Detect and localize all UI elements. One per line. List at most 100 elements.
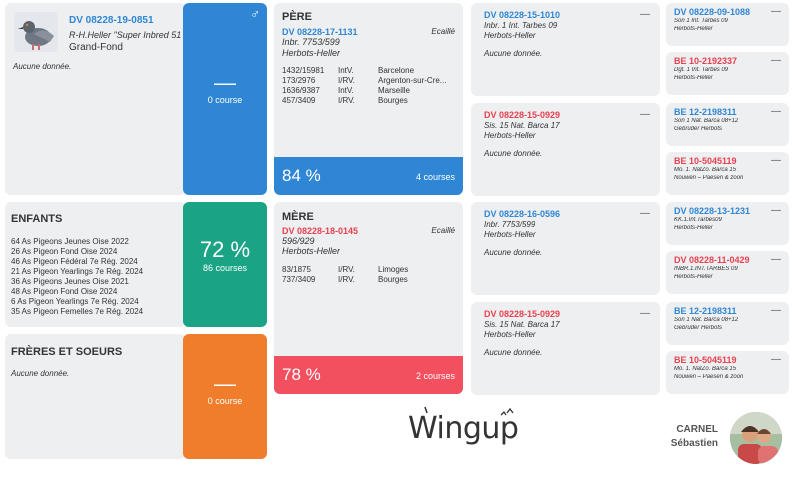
grandparent-line: Inbr. 7753/599 <box>484 220 536 229</box>
great-grandparent-owner: Herbots-Heller <box>674 225 713 231</box>
collapse-dash-icon[interactable]: — <box>640 109 650 120</box>
grandparent-card[interactable]: DV 08228-15-0929 — Sis. 15 Nat. Barca 17… <box>471 302 660 395</box>
grandparent-card[interactable]: DV 08228-16-0596 — Inbr. 7753/599 Herbot… <box>471 202 660 295</box>
collapse-dash-icon[interactable]: — <box>640 308 650 319</box>
great-grandparent-ring: BE 10-5045119 <box>674 355 737 365</box>
children-stat-box[interactable]: 72 % 86 courses <box>183 202 267 327</box>
grandparent-ring: DV 08228-15-0929 <box>484 110 561 120</box>
grandparent-no-data: Aucune donnée. <box>484 49 543 58</box>
collapse-dash-icon[interactable]: — <box>771 155 781 166</box>
children-stat-label: 86 courses <box>202 263 248 273</box>
race-row: 737/3409 I/RV. Bourges <box>282 275 408 284</box>
grandparent-no-data: Aucune donnée. <box>484 348 543 357</box>
great-grandparent-card[interactable]: BE 12-2198311 — Son 1 Nat. Barca 08+12 G… <box>666 302 789 345</box>
grandparent-owner: Herbots-Heller <box>484 131 536 140</box>
subject-stat-box[interactable]: ♂ — 0 course <box>183 3 267 195</box>
wingup-logo: Wingup <box>405 405 525 460</box>
collapse-dash-icon[interactable]: — <box>640 9 650 20</box>
father-line: Inbr. 7753/599 <box>282 37 340 47</box>
father-title: PÈRE <box>282 11 312 23</box>
mother-percentage: 78 % <box>282 365 321 384</box>
subject-no-data: Aucune donnée. <box>13 62 72 71</box>
list-item: 21 As Pigeon Yearlings 7e Rég. 2024 <box>11 267 144 276</box>
list-item: 26 As Pigeon Fond Oise 2024 <box>11 247 118 256</box>
collapse-dash-icon[interactable]: — <box>771 55 781 66</box>
father-card[interactable]: PÈRE DV 08228-17-1131 Ecaillé Inbr. 7753… <box>274 3 463 195</box>
children-card[interactable]: ENFANTS 64 As Pigeons Jeunes Oise 2022 2… <box>5 202 186 327</box>
mother-card[interactable]: MÈRE DV 08228-18-0145 Ecaillé 596/929 He… <box>274 202 463 394</box>
siblings-stat-label: 0 course <box>207 396 243 406</box>
collapse-dash-icon[interactable]: — <box>640 208 650 219</box>
race-row: 1636/9387 IntV. Marseille <box>282 86 411 95</box>
mother-title: MÈRE <box>282 211 314 223</box>
avatar[interactable] <box>730 412 782 464</box>
great-grandparent-ring: BE 12-2198311 <box>674 306 737 316</box>
grandparent-ring: DV 08228-15-0929 <box>484 309 561 319</box>
children-list: 64 As Pigeons Jeunes Oise 2022 26 As Pig… <box>11 237 143 317</box>
siblings-card[interactable]: FRÈRES ET SOEURS Aucune donnée. <box>5 334 186 459</box>
user-name[interactable]: CARNEL Sébastien <box>650 424 718 449</box>
great-grandparent-line: Mo. 1. NatZo. Barca 15 <box>674 167 737 173</box>
great-grandparent-card[interactable]: BE 10-5045119 — Mo. 1. NatZo. Barca 15 N… <box>666 152 789 195</box>
grandparent-card[interactable]: DV 08228-15-0929 — Sis. 15 Nat. Barca 17… <box>471 103 660 196</box>
great-grandparent-line: Son 1 Nat. Barca 08+12 <box>674 118 739 124</box>
great-grandparent-owner: Herbots-Heller <box>674 75 713 81</box>
great-grandparent-ring: BE 12-2198311 <box>674 107 737 117</box>
siblings-stat-box[interactable]: — 0 course <box>183 334 267 459</box>
collapse-dash-icon[interactable]: — <box>771 354 781 365</box>
great-grandparent-card[interactable]: DV 08228-11-0429 — INBR.1.INT.TARBES 09 … <box>666 251 789 294</box>
father-race-count: 4 courses <box>415 172 455 182</box>
list-item: 36 As Pigeons Jeunes Oise 2021 <box>11 277 129 286</box>
grandparent-card[interactable]: DV 08228-15-1010 — Inbr. 1 Int. Tarbes 0… <box>471 3 660 96</box>
great-grandparent-line: Dgt. 1 Int. Tarbes 09 <box>674 67 729 73</box>
great-grandparent-line: INBR.1.INT.TARBES 09 <box>674 266 738 272</box>
list-item: 6 As Pigeon Yearlings 7e Rég. 2024 <box>11 297 139 306</box>
collapse-dash-icon[interactable]: — <box>771 254 781 265</box>
father-stat-band: 84 % 4 courses <box>274 157 463 195</box>
children-stat-value: 72 % <box>199 237 251 262</box>
race-row: 457/3409 I/RV. Bourges <box>282 96 408 105</box>
great-grandparent-line: Son 1 Int. Tarbes 09 <box>674 18 728 24</box>
great-grandparent-card[interactable]: BE 10-5045119 — Mo. 1. NatZo. Barca 15 N… <box>666 351 789 394</box>
user-last-name: Sébastien <box>670 438 718 449</box>
collapse-dash-icon[interactable]: — <box>771 6 781 17</box>
subject-stat-value: — <box>214 70 236 95</box>
mother-stat-band: 78 % 2 courses <box>274 356 463 394</box>
collapse-dash-icon[interactable]: — <box>771 305 781 316</box>
grandparent-no-data: Aucune donnée. <box>484 248 543 257</box>
grandparent-no-data: Aucune donnée. <box>484 149 543 158</box>
great-grandparent-owner: Nouwen – Paesen & zoon <box>674 374 744 380</box>
great-grandparent-line: KK.1.Int.Tarbes09 <box>674 217 722 223</box>
great-grandparent-card[interactable]: DV 08228-09-1088 — Son 1 Int. Tarbes 09 … <box>666 3 789 46</box>
father-color: Ecaillé <box>431 27 455 36</box>
race-row: 83/1875 I/RV. Limoges <box>282 265 409 274</box>
mother-race-count: 2 courses <box>415 371 455 381</box>
mother-color: Ecaillé <box>431 226 455 235</box>
mother-race-list: 83/1875 I/RV. Limoges 737/3409 I/RV. Bourges <box>282 265 458 285</box>
subject-ring: DV 08228-19-0851 <box>69 15 154 26</box>
pigeon-photo <box>14 12 58 52</box>
grandparent-line: Sis. 15 Nat. Barca 17 <box>484 121 560 130</box>
collapse-dash-icon[interactable]: — <box>771 205 781 216</box>
subject-card[interactable]: DV 08228-19-0851 R-H.Heller "Super Inbre… <box>5 3 186 195</box>
grandparent-ring: DV 08228-16-0596 <box>484 209 561 219</box>
great-grandparent-owner: Herbots-Heller <box>674 274 713 280</box>
male-icon: ♂ <box>250 6 260 21</box>
great-grandparent-owner: Herbots-Heller <box>674 26 713 32</box>
list-item: 35 As Pigeon Femelles 7e Rég. 2024 <box>11 307 144 316</box>
great-grandparent-owner: Gebrüder Herbots <box>674 126 723 132</box>
list-item: 64 As Pigeons Jeunes Oise 2022 <box>11 237 129 246</box>
great-grandparent-card[interactable]: BE 10-2192337 — Dgt. 1 Int. Tarbes 09 He… <box>666 52 789 95</box>
great-grandparent-owner: Gebrüder Herbots <box>674 325 723 331</box>
great-grandparent-card[interactable]: DV 08228-13-1231 — KK.1.Int.Tarbes09 Her… <box>666 202 789 245</box>
collapse-dash-icon[interactable]: — <box>771 106 781 117</box>
great-grandparent-ring: DV 08228-09-1088 <box>674 7 751 17</box>
siblings-stat-value: — <box>214 371 236 396</box>
great-grandparent-line: Son 1 Nat. Barca 08+12 <box>674 317 739 323</box>
father-percentage: 84 % <box>282 166 321 185</box>
bird-logo-icon <box>424 406 514 416</box>
great-grandparent-card[interactable]: BE 12-2198311 — Son 1 Nat. Barca 08+12 G… <box>666 103 789 146</box>
grandparent-owner: Herbots-Heller <box>484 330 536 339</box>
race-row: 173/2976 I/RV. Argenton-sur-Cre... <box>282 76 447 85</box>
brand-logo-text: Wingup <box>408 411 519 446</box>
